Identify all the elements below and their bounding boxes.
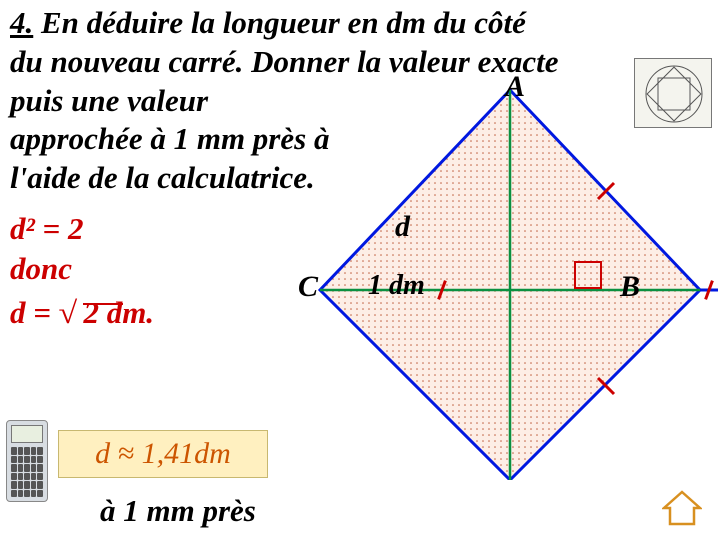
dm-unit: dm. [99,295,154,330]
label-A: A [505,70,525,104]
sqrt-value: 2 [83,295,99,330]
question-line3: puis une valeur [10,83,208,118]
label-1dm: 1 dm [368,270,425,302]
donc-text: donc [10,250,72,289]
label-C: C [298,270,318,304]
question-line1: En déduire la longueur en dm du côté [33,5,526,40]
home-icon[interactable] [662,490,702,526]
geometry-diagram: A B C d 1 dm [300,60,720,480]
calculator-screen [11,425,43,443]
equation-d-squared: d² = 2 [10,210,83,249]
calculator-keys [11,447,43,497]
diagram-svg [300,60,720,480]
approx-result: d ≈ 1,41dm [95,437,231,471]
question-line5: l'aide de la calculatrice. [10,160,315,195]
question-number: 4. [10,5,33,40]
approx-result-box: d ≈ 1,41dm [58,430,268,478]
label-B: B [620,270,640,304]
calculator-image [6,420,48,502]
question-line4: approchée à 1 mm près à [10,121,329,156]
d-equals: d = [10,295,51,330]
footer-precision: à 1 mm près [100,492,256,531]
sqrt-expr: √ 2 [59,294,99,333]
label-d: d [395,210,410,244]
d-equals-line: d = √ 2 dm. [10,294,154,333]
